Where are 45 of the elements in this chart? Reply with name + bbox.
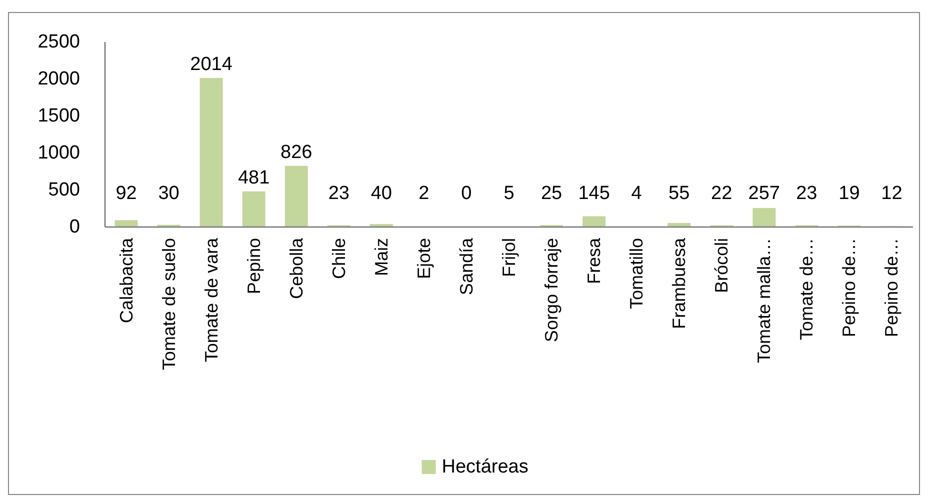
data-label: 12 xyxy=(881,183,902,204)
y-tick-label: 0 xyxy=(69,216,80,238)
data-label: 23 xyxy=(796,183,818,204)
x-tick-label: Sandía xyxy=(456,237,476,296)
data-label: 2014 xyxy=(190,54,233,75)
x-tick-label: Tomate de suelo xyxy=(158,238,179,370)
x-tick-label: Maiz xyxy=(371,238,392,276)
data-label: 19 xyxy=(838,183,860,204)
x-tick-label: Frijol xyxy=(499,238,519,277)
legend-label: Hectáreas xyxy=(442,456,528,478)
y-tick-label: 1500 xyxy=(38,106,80,126)
data-label: 22 xyxy=(711,183,732,204)
x-tick-label: Tomate de vara xyxy=(201,237,222,362)
x-tick-label: Pepino de… xyxy=(839,238,860,338)
x-tick-label: Frambuesa xyxy=(669,237,690,330)
data-label: 23 xyxy=(328,183,350,204)
x-tick-label: Ejote xyxy=(414,238,434,280)
data-label: 40 xyxy=(370,183,392,204)
x-tick-label: Calabacita xyxy=(116,237,136,324)
x-tick-label: Tomate de… xyxy=(796,238,817,340)
data-label: 0 xyxy=(461,183,472,204)
x-tick-label: Tomatillo xyxy=(626,238,647,310)
x-tick-label: Brócoli xyxy=(712,238,732,294)
data-label: 30 xyxy=(158,183,180,204)
x-tick-label: Sorgo forraje xyxy=(542,238,562,342)
data-label: 4 xyxy=(631,183,642,204)
data-label: 481 xyxy=(238,167,270,188)
data-label: 145 xyxy=(578,183,610,204)
x-tick-label: Pepino xyxy=(244,238,264,294)
data-label: 25 xyxy=(540,183,562,204)
data-label: 55 xyxy=(668,183,690,204)
y-tick-label: 1000 xyxy=(38,142,80,164)
x-tick-label: Pepino de… xyxy=(882,238,902,338)
y-tick-label: 2000 xyxy=(38,68,80,90)
data-label: 5 xyxy=(504,183,514,204)
x-tick-label: Cebolla xyxy=(286,237,306,300)
data-label: 826 xyxy=(280,142,312,163)
x-tick-label: Chile xyxy=(328,238,349,280)
data-label: 257 xyxy=(748,183,780,204)
y-tick-label: 2500 xyxy=(38,32,80,52)
y-tick-label: 500 xyxy=(48,180,80,200)
x-tick-label: Fresa xyxy=(584,237,604,284)
x-tick-label: Tomate malla… xyxy=(754,238,774,364)
data-label: 2 xyxy=(418,183,430,204)
data-label: 92 xyxy=(116,183,137,204)
